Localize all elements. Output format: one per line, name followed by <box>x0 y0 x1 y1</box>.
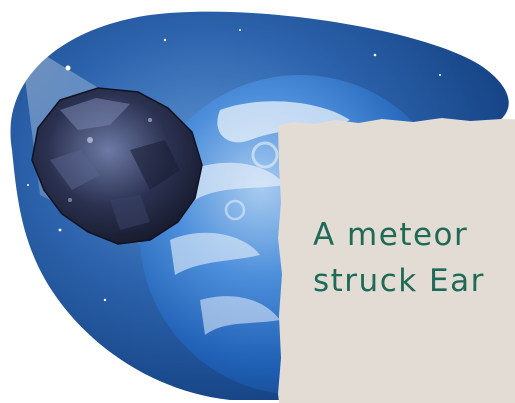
caption-line-1: A meteor <box>313 217 469 253</box>
caption-card <box>278 118 515 403</box>
caption-text: A meteor struck Ear <box>313 212 515 304</box>
meteor-icon <box>31 87 203 245</box>
caption-line-2: struck Ear <box>313 263 485 299</box>
